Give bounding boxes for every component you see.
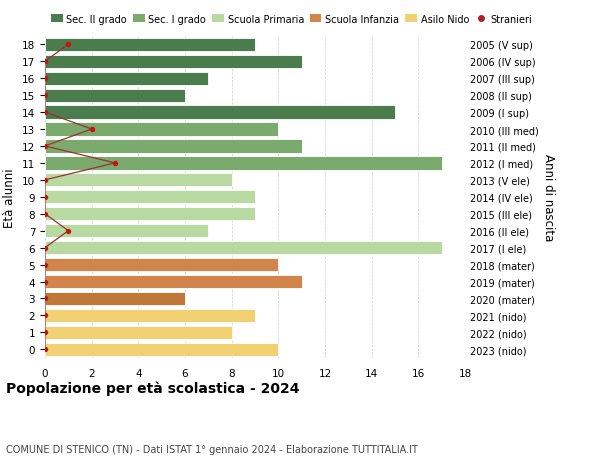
Text: COMUNE DI STENICO (TN) - Dati ISTAT 1° gennaio 2024 - Elaborazione TUTTITALIA.IT: COMUNE DI STENICO (TN) - Dati ISTAT 1° g… [6, 444, 418, 454]
Text: Popolazione per età scolastica - 2024: Popolazione per età scolastica - 2024 [6, 380, 299, 395]
Point [40, 177, 50, 184]
Bar [45, 207, 255, 221]
Bar [45, 309, 255, 322]
Bar [45, 326, 232, 339]
Point [40, 245, 50, 252]
Point [40, 346, 50, 353]
Point [40, 194, 50, 201]
Y-axis label: Anni di nascita: Anni di nascita [542, 154, 555, 241]
Point [87, 126, 97, 134]
Bar [45, 90, 185, 102]
Bar [45, 258, 278, 272]
Bar [45, 343, 278, 356]
Bar [45, 123, 278, 136]
Legend: Sec. II grado, Sec. I grado, Scuola Primaria, Scuola Infanzia, Asilo Nido, Stran: Sec. II grado, Sec. I grado, Scuola Prim… [50, 13, 533, 25]
Point [40, 278, 50, 285]
Bar [45, 157, 442, 170]
Bar [45, 191, 255, 204]
Point [40, 58, 50, 66]
Bar [45, 241, 442, 255]
Point [40, 312, 50, 319]
Point [40, 92, 50, 100]
Bar [45, 39, 255, 52]
Bar [45, 174, 232, 187]
Point [40, 329, 50, 336]
Point [40, 295, 50, 302]
Point [40, 109, 50, 117]
Point [64, 41, 73, 49]
Y-axis label: Età alunni: Età alunni [4, 168, 16, 227]
Bar [45, 56, 302, 69]
Point [40, 211, 50, 218]
Point [64, 228, 73, 235]
Point [40, 143, 50, 150]
Point [110, 160, 120, 167]
Bar [45, 292, 185, 305]
Point [40, 261, 50, 269]
Point [40, 75, 50, 83]
Bar [45, 140, 302, 153]
Bar [45, 73, 208, 85]
Bar [45, 224, 208, 238]
Bar [45, 106, 395, 119]
Bar [45, 275, 302, 289]
